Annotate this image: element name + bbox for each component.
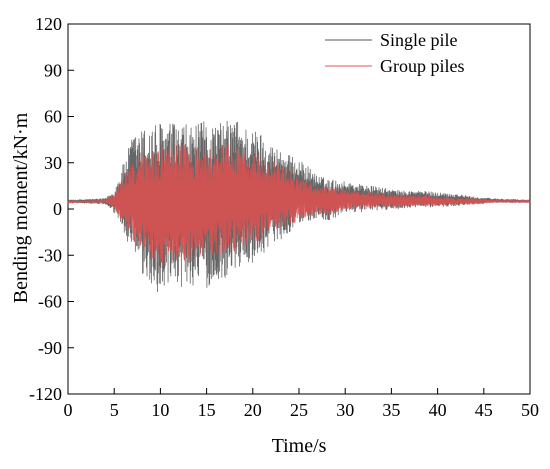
x-tick-label: 40 [429, 400, 447, 420]
legend-label-group-piles: Group piles [380, 56, 465, 76]
x-tick-label: 50 [521, 400, 539, 420]
x-tick-label: 15 [198, 400, 216, 420]
x-tick-label: 10 [151, 400, 169, 420]
x-tick-label: 45 [475, 400, 493, 420]
y-tick-label: 30 [44, 153, 62, 173]
y-tick-label: 120 [35, 14, 62, 34]
series-layer [67, 120, 531, 293]
x-axis-title: Time/s [272, 435, 327, 457]
series-line-group-piles [67, 142, 531, 266]
y-tick-label: 0 [53, 199, 62, 219]
x-tick-label: 5 [110, 400, 119, 420]
y-tick-label: 90 [44, 60, 62, 80]
y-tick-label: 60 [44, 107, 62, 127]
legend: Single pile Group piles [325, 30, 465, 76]
x-tick-label: 35 [382, 400, 400, 420]
y-tick-label: -90 [38, 338, 62, 358]
x-tick-label: 25 [290, 400, 308, 420]
y-tick-label: -30 [38, 245, 62, 265]
axis-layer: 0 5 10 15 20 25 30 35 40 45 50 120 90 60 30 0 -30 -60 -90 -… [29, 14, 539, 420]
x-tick-label: 30 [336, 400, 354, 420]
y-tick-label: -60 [38, 292, 62, 312]
x-tick-label: 0 [64, 400, 73, 420]
x-tick-label: 20 [244, 400, 262, 420]
legend-label-single-pile: Single pile [380, 30, 458, 50]
y-tick-label: -120 [29, 384, 62, 404]
y-axis-title: Bending moment/kN·m [10, 112, 32, 303]
